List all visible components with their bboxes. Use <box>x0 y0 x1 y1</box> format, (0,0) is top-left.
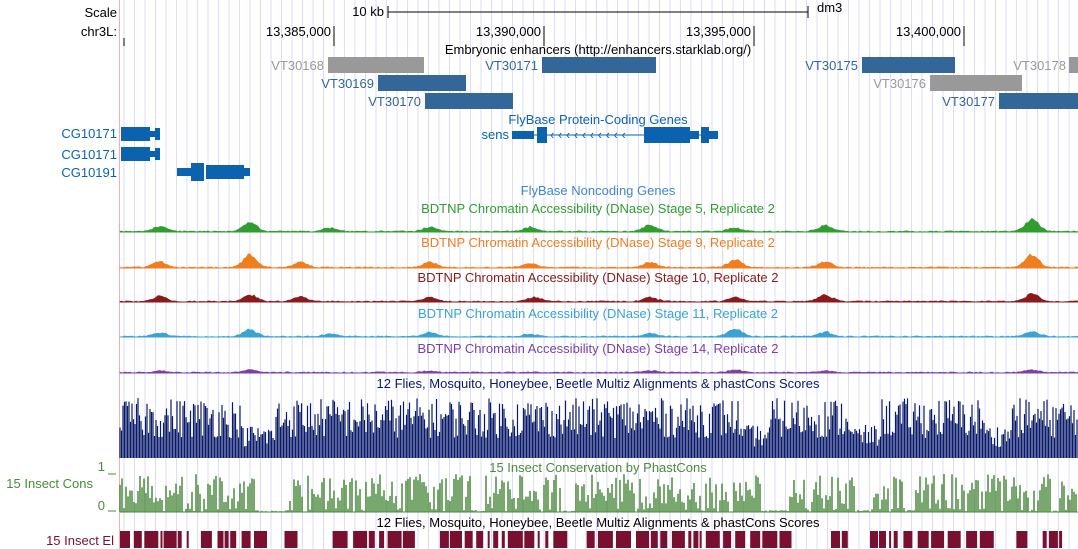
enhancer-feature[interactable] <box>425 93 513 109</box>
dnase-stage10-title: BDTNP Chromatin Accessibility (DNase) St… <box>417 270 778 285</box>
enhancer-feature[interactable] <box>378 75 466 91</box>
elements-title: 12 Flies, Mosquito, Honeybee, Beetle Mul… <box>377 515 820 530</box>
elements-side-label[interactable]: 15 Insect El <box>46 533 114 548</box>
assembly-label: dm3 <box>817 0 842 15</box>
dnase-stage11-signal[interactable] <box>119 328 1078 338</box>
enhancer-label[interactable]: VT30171 <box>485 58 538 73</box>
phastcons-title: 15 Insect Conservation by PhastCons <box>489 460 707 475</box>
ruler-track[interactable]: Scale chr3L: 10 kb dm3 13,385,000 13,390… <box>81 0 965 46</box>
enhancer-label[interactable]: VT30170 <box>368 94 421 109</box>
dnase-stage9-title: BDTNP Chromatin Accessibility (DNase) St… <box>421 235 775 250</box>
gene-label[interactable]: CG10171 <box>61 147 117 162</box>
gene-model[interactable] <box>177 163 250 181</box>
enhancer-label[interactable]: VT30169 <box>321 76 374 91</box>
flybase-coding-title: FlyBase Protein-Coding Genes <box>508 112 688 127</box>
enhancer-feature[interactable] <box>328 57 424 73</box>
flybase-noncoding-title: FlyBase Noncoding Genes <box>521 183 676 198</box>
phastcons-signal[interactable] <box>119 474 1078 513</box>
enhancer-feature[interactable] <box>1069 57 1078 73</box>
dnase-stage5-title: BDTNP Chromatin Accessibility (DNase) St… <box>421 201 775 216</box>
position-label: 13,385,000 <box>266 24 331 39</box>
gene-model[interactable]: ‹ ‹ ‹ ‹ ‹ ‹ ‹ ‹ ‹ ‹ <box>512 127 718 143</box>
chrom-label: chr3L: <box>81 24 117 39</box>
enhancer-label[interactable]: VT30168 <box>271 58 324 73</box>
position-ticks: 13,385,000 13,390,000 13,395,000 13,400,… <box>123 24 965 46</box>
gene-model[interactable] <box>121 147 160 161</box>
dnase-stage11-title: BDTNP Chromatin Accessibility (DNase) St… <box>418 306 778 321</box>
dnase-stage9-signal[interactable] <box>119 253 1078 269</box>
scale-label: Scale <box>84 5 117 20</box>
svg-text:‹ ‹ ‹ ‹ ‹ ‹ ‹ ‹ ‹ ‹: ‹ ‹ ‹ ‹ ‹ ‹ ‹ ‹ ‹ ‹ <box>550 127 626 142</box>
gene-label[interactable]: CG10171 <box>61 126 117 141</box>
position-label: 13,390,000 <box>476 24 541 39</box>
dnase-stage5-signal[interactable] <box>119 217 1078 233</box>
enhancers-track-title: Embryonic enhancers (http://enhancers.st… <box>445 42 751 57</box>
enhancer-label[interactable]: VT30178 <box>1013 58 1066 73</box>
position-label: 13,400,000 <box>896 24 961 39</box>
gene-model[interactable] <box>121 127 160 141</box>
conserved-elements[interactable] <box>120 531 1063 548</box>
flybase-coding-track[interactable]: FlyBase Protein-Coding Genes CG10171 CG1… <box>61 112 718 181</box>
multiz-signal[interactable] <box>119 398 1078 458</box>
phastcons-side-label[interactable]: 15 Insect Cons <box>6 476 93 491</box>
enhancer-label[interactable]: VT30177 <box>942 94 995 109</box>
scale-bar-label: 10 kb <box>352 4 384 19</box>
enhancer-feature[interactable] <box>542 57 656 73</box>
multiz-title: 12 Flies, Mosquito, Honeybee, Beetle Mul… <box>377 376 820 391</box>
phastcons-axis-bottom: 0 <box>98 498 105 513</box>
gene-label[interactable]: CG10191 <box>61 165 117 180</box>
enhancers-track[interactable]: Embryonic enhancers (http://enhancers.st… <box>271 42 1078 109</box>
enhancer-feature[interactable] <box>999 93 1078 109</box>
gene-label[interactable]: sens <box>482 127 510 142</box>
enhancer-label[interactable]: VT30176 <box>873 76 926 91</box>
dnase-stage14-signal[interactable] <box>119 369 1078 374</box>
phastcons-axis-top: 1 <box>98 459 105 474</box>
position-label: 13,395,000 <box>686 24 751 39</box>
enhancer-label[interactable]: VT30175 <box>805 58 858 73</box>
enhancer-feature[interactable] <box>862 57 955 73</box>
dnase-stage14-title: BDTNP Chromatin Accessibility (DNase) St… <box>417 341 778 356</box>
enhancer-feature[interactable] <box>930 75 1022 91</box>
dnase-stage10-signal[interactable] <box>119 293 1078 303</box>
